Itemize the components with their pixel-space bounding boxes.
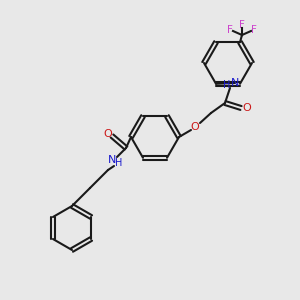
Text: H: H — [223, 80, 231, 90]
Text: O: O — [190, 122, 200, 132]
Text: O: O — [103, 129, 112, 139]
Text: F: F — [239, 20, 245, 30]
Text: O: O — [243, 103, 251, 113]
Text: F: F — [251, 25, 257, 35]
Text: H: H — [115, 158, 123, 168]
Text: F: F — [227, 25, 233, 35]
Text: N: N — [231, 78, 239, 88]
Text: N: N — [108, 155, 116, 165]
